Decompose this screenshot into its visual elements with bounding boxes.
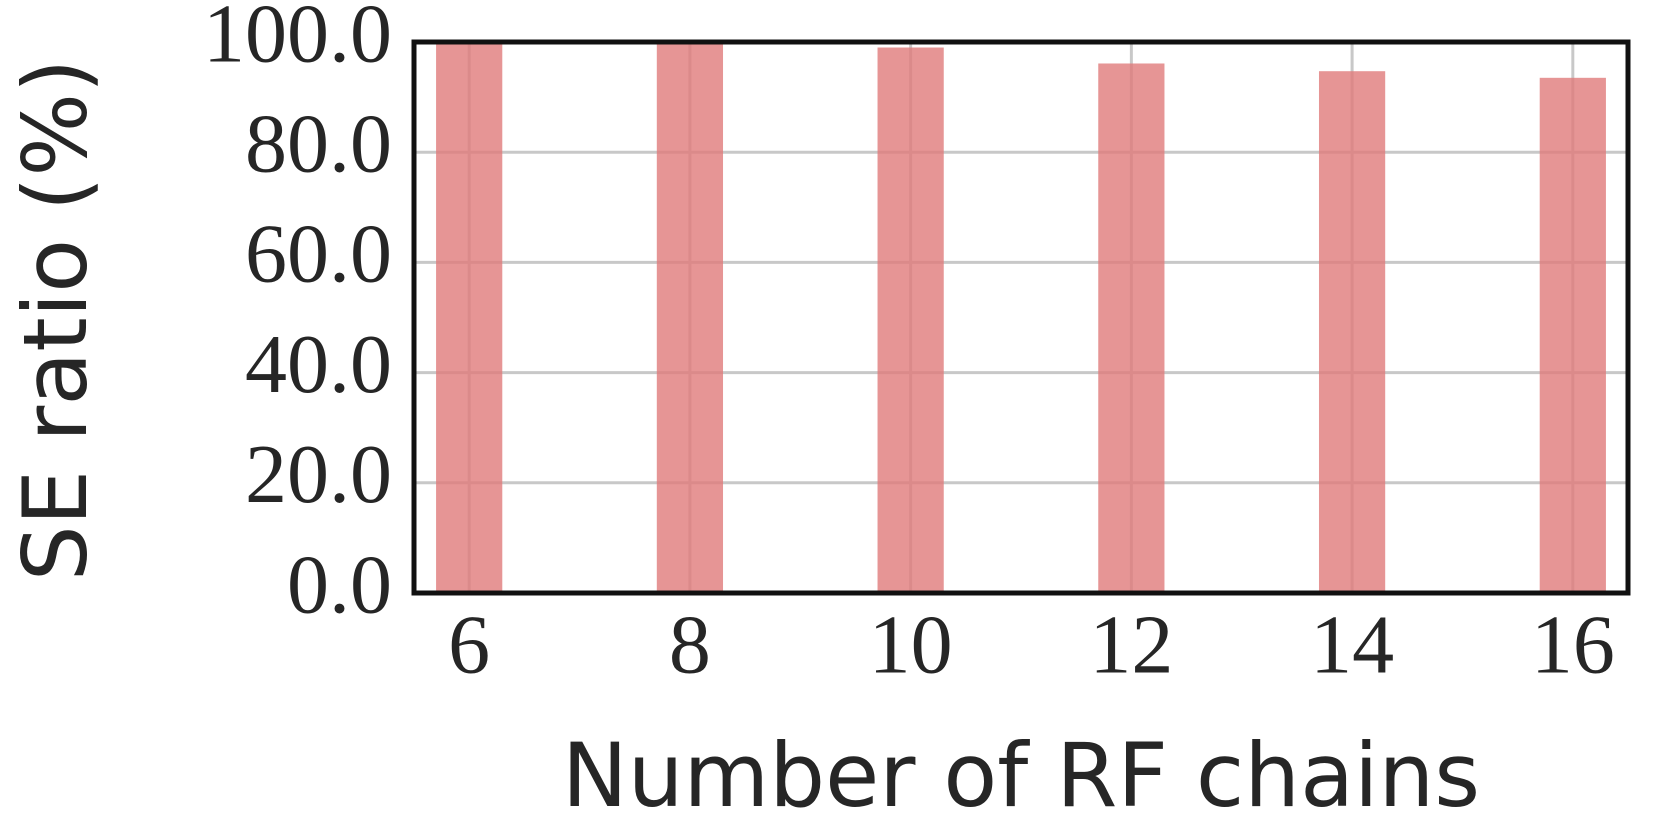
bar	[877, 47, 944, 593]
x-tick-label: 8	[669, 598, 711, 691]
y-tick-label: 40.0	[245, 318, 392, 411]
x-tick-label: 14	[1310, 598, 1394, 691]
bar	[1098, 63, 1165, 593]
bar	[656, 42, 724, 593]
x-tick-label: 10	[869, 598, 953, 691]
x-axis-label: Number of RF chains	[562, 724, 1480, 827]
x-tick-label: 6	[448, 598, 490, 691]
y-tick-label: 0.0	[287, 538, 392, 631]
bar	[1318, 71, 1386, 593]
y-tick-label: 80.0	[245, 97, 392, 190]
y-tick-label: 100.0	[203, 0, 392, 80]
bar	[1539, 77, 1606, 593]
x-tick-label: 16	[1531, 598, 1615, 691]
x-tick-label: 12	[1089, 598, 1173, 691]
y-tick-label: 60.0	[245, 208, 392, 301]
y-tick-label: 20.0	[245, 428, 392, 521]
plot-frame	[411, 39, 1631, 596]
y-axis-label: SE ratio (%)	[4, 59, 107, 582]
bar	[436, 42, 503, 593]
